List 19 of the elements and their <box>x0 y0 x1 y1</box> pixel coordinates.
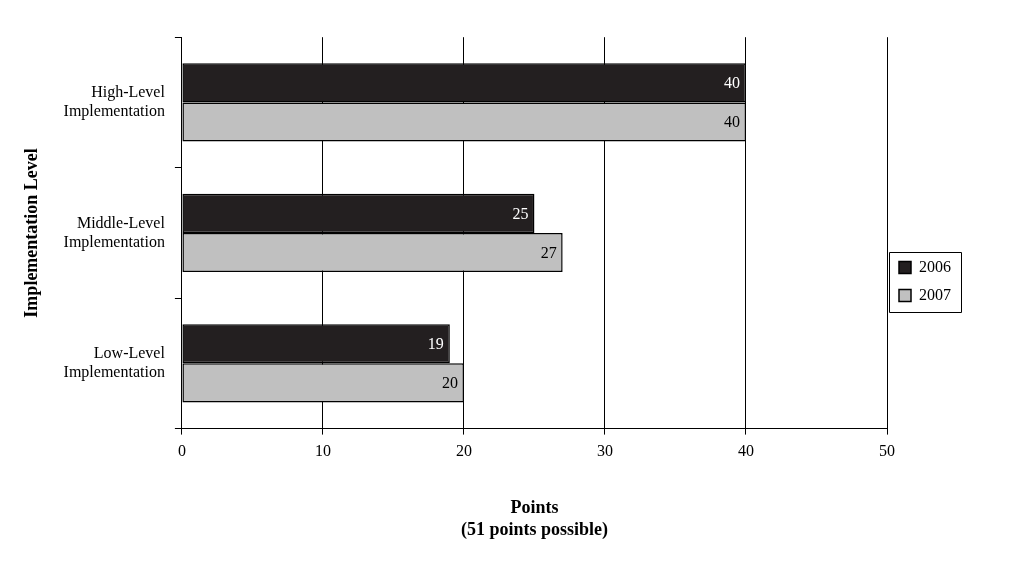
legend-label: 2007 <box>919 285 951 303</box>
data-label: 40 <box>723 74 740 92</box>
legend-label: 2006 <box>919 257 951 275</box>
data-label: 25 <box>512 204 529 222</box>
y-tick-label: Low-Level Implementation <box>63 343 166 382</box>
data-label: 19 <box>427 335 444 352</box>
data-label: 27 <box>540 243 557 261</box>
data-label: 40 <box>723 113 740 131</box>
y-tick-label: High-Level Implementation <box>63 83 166 121</box>
x-axis-title: Points (51 points possible) <box>460 497 608 540</box>
x-tick-label: 0 <box>177 442 186 460</box>
data-label: 20 <box>441 374 458 392</box>
x-tick-label: 20 <box>455 442 472 460</box>
y-tick-label: Middle-Level Implementation <box>63 213 166 251</box>
x-tick-label: 30 <box>596 442 613 460</box>
y-axis-title: Implementation Level <box>21 148 42 318</box>
x-tick-label: 40 <box>737 442 754 460</box>
x-tick-label: 10 <box>314 442 331 460</box>
x-tick-label: 50 <box>879 442 895 460</box>
